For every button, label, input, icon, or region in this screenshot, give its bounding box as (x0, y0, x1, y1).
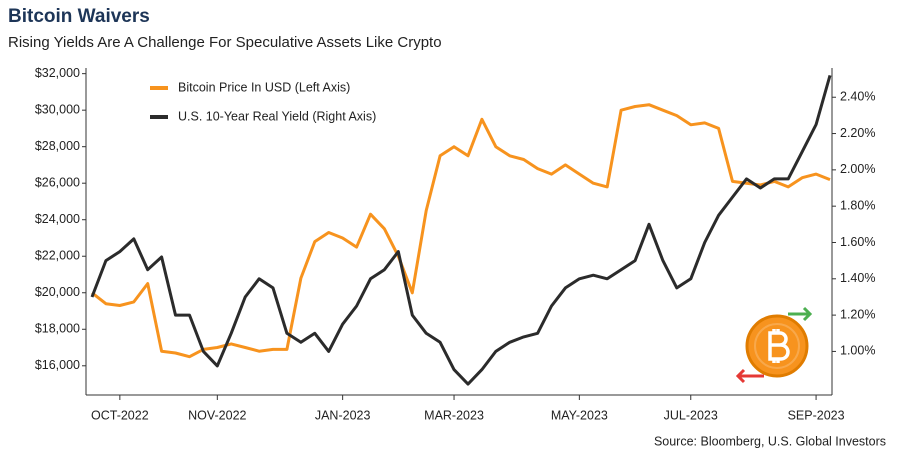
x-tick-label: JAN-2023 (315, 408, 371, 422)
y-tick-label: $30,000 (35, 102, 80, 116)
y-tick-label: $26,000 (35, 175, 80, 189)
legend-label: Bitcoin Price In USD (Left Axis) (178, 80, 350, 94)
x-tick-label: OCT-2022 (91, 408, 149, 422)
x-tick-label: MAR-2023 (424, 408, 484, 422)
y2-tick-label: 1.40% (840, 271, 875, 285)
source-note: Source: Bloomberg, U.S. Global Investors (654, 434, 886, 448)
y-tick-label: $32,000 (35, 66, 80, 80)
legend-label: U.S. 10-Year Real Yield (Right Axis) (178, 109, 376, 123)
y2-tick-label: 2.40% (840, 90, 875, 104)
bitcoin-icon (735, 306, 813, 384)
y-tick-label: $24,000 (35, 212, 80, 226)
x-tick-label: NOV-2022 (188, 408, 246, 422)
x-tick-label: JUL-2023 (664, 408, 718, 422)
y2-tick-label: 1.00% (840, 344, 875, 358)
y2-tick-label: 2.20% (840, 126, 875, 140)
series-line (91, 103, 831, 359)
y2-tick-label: 2.00% (840, 162, 875, 176)
y2-tick-label: 1.20% (840, 307, 875, 321)
chart-subtitle: Rising Yields Are A Challenge For Specul… (8, 34, 442, 51)
y-tick-label: $16,000 (35, 358, 80, 372)
x-tick-label: SEP-2023 (788, 408, 845, 422)
chart-title: Bitcoin Waivers (8, 6, 150, 27)
y2-tick-label: 1.60% (840, 235, 875, 249)
y-tick-label: $28,000 (35, 139, 80, 153)
y-tick-label: $18,000 (35, 322, 80, 336)
series-line (90, 74, 832, 386)
y-tick-label: $20,000 (35, 285, 80, 299)
x-tick-label: MAY-2023 (551, 408, 608, 422)
y2-tick-label: 1.80% (840, 198, 875, 212)
y-tick-label: $22,000 (35, 249, 80, 263)
